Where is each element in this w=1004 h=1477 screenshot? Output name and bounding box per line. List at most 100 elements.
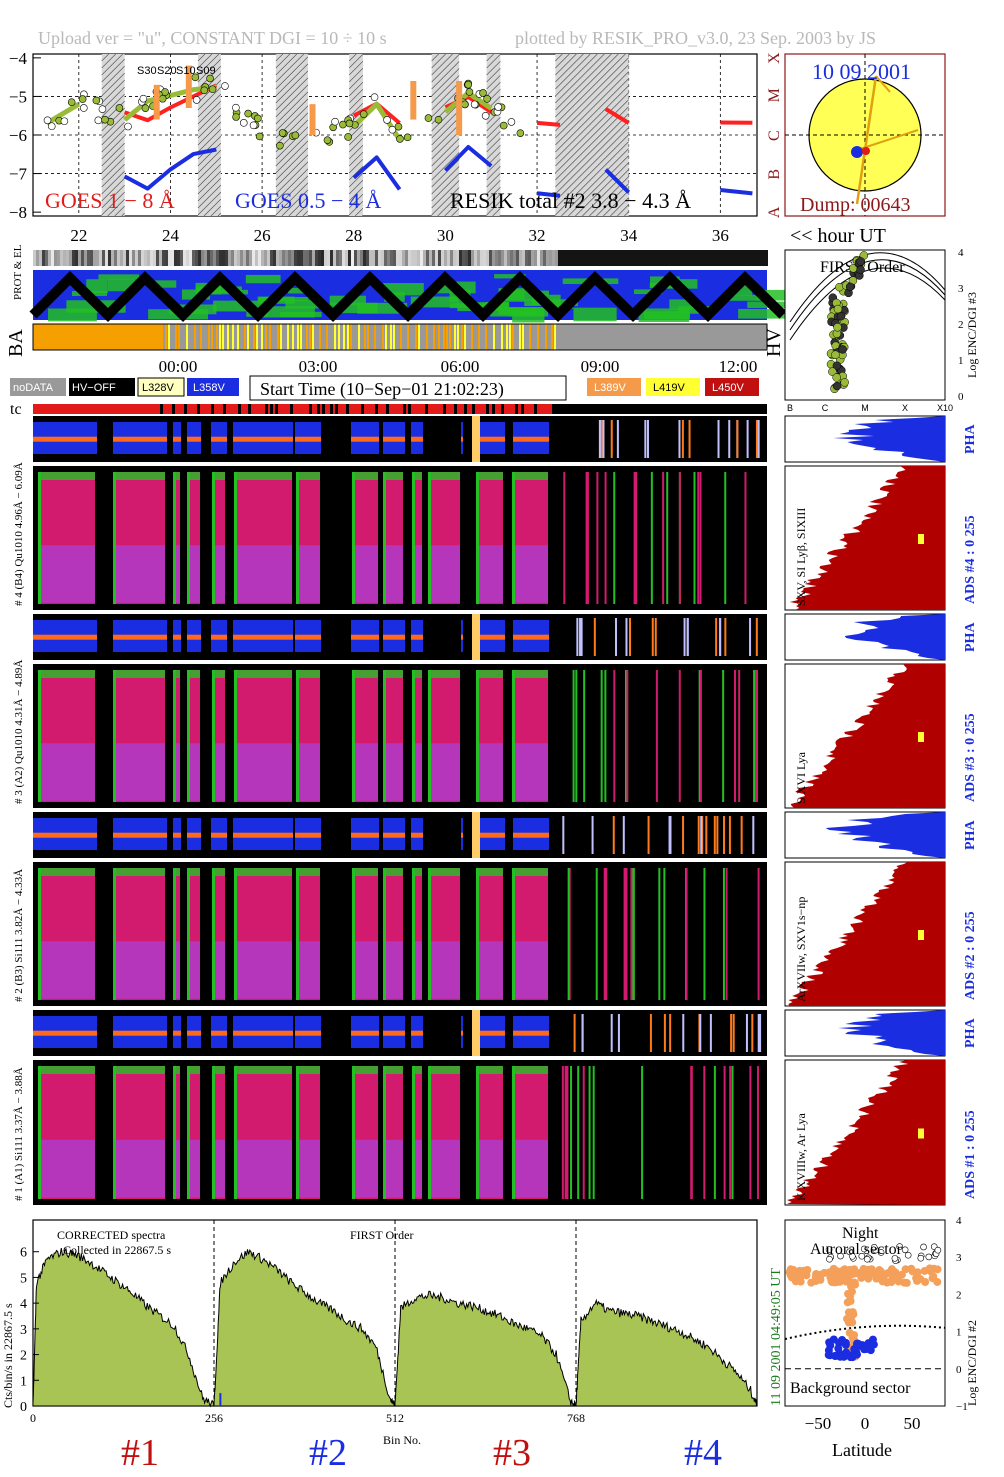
lc-point (239, 119, 248, 127)
ads-green-top (412, 1066, 422, 1074)
prot-cell (708, 250, 711, 266)
night-hatch-line (101, 191, 125, 216)
night-hatch-line (431, 145, 460, 174)
ads-block-low (113, 1139, 165, 1198)
pha-line (127, 436, 129, 442)
pha-line (73, 832, 75, 838)
pha-line (71, 832, 73, 838)
prot-cell (69, 250, 72, 266)
latitude-aurora-point (786, 1265, 795, 1274)
first-order-curve-b (789, 259, 946, 331)
lc-point (60, 117, 69, 126)
pha-line (493, 436, 495, 442)
pha-line (319, 436, 321, 442)
pha-line (43, 436, 45, 442)
lc-xtick-label: 36 (712, 226, 729, 245)
pha-line (301, 1030, 303, 1036)
prot-cell (441, 250, 444, 266)
hv-tick (178, 324, 180, 350)
night-hatch-line (348, 75, 364, 90)
ads-green-top (428, 868, 460, 876)
night-hatch-line (275, 53, 305, 83)
pha-spike (600, 420, 603, 458)
pha-line (263, 634, 265, 640)
pha-spike (580, 618, 583, 656)
prot-cell (210, 250, 213, 266)
pha-line (303, 1030, 305, 1036)
lc-point (291, 131, 300, 140)
spectrum-xtick-label: 768 (567, 1411, 585, 1425)
latitude-night-point (934, 1246, 942, 1254)
pha-line (49, 832, 51, 838)
hv-tick (280, 324, 282, 350)
pha-line (377, 1030, 379, 1036)
pha-spike (728, 420, 731, 458)
hv-tick (358, 324, 360, 350)
pha-line (71, 634, 73, 640)
lc-point (345, 119, 354, 128)
lc-point (331, 117, 339, 126)
prot-cell (393, 250, 396, 266)
pha-line (211, 832, 213, 838)
latitude-night-point (920, 1243, 927, 1251)
pha-line (59, 1030, 61, 1036)
latitude-aurora-point (802, 1271, 811, 1280)
pha-line (67, 634, 69, 640)
pha-line (235, 832, 237, 838)
pha-line (301, 634, 303, 640)
ads-spike (757, 868, 760, 1000)
pha-line (245, 832, 247, 838)
lc-point (43, 116, 52, 125)
prot-cell (471, 250, 474, 266)
pha-line (265, 832, 267, 838)
pha-line (375, 634, 377, 640)
pha-line (155, 436, 157, 442)
ads-green-top (512, 868, 548, 876)
prot-cell (162, 250, 165, 266)
latitude-night-point (825, 1246, 833, 1253)
prot-cell (351, 250, 354, 266)
pha-line (173, 436, 175, 442)
ba-noise (48, 308, 97, 322)
pha-line (135, 436, 137, 442)
pha-line (299, 436, 301, 442)
pha-line (217, 634, 219, 640)
night-hatch-line (302, 210, 309, 217)
channel-tag-2: #2 (309, 1432, 347, 1474)
pha-line (233, 634, 235, 640)
ads-block-low (212, 545, 225, 603)
pha-line (249, 1030, 251, 1036)
ads-block-low (352, 743, 378, 801)
night-hatch-line (275, 140, 309, 174)
pha-line (251, 634, 253, 640)
ads-block-low (173, 1139, 180, 1198)
lc-point (323, 136, 332, 144)
pha-line (195, 832, 197, 838)
night-hatch-line (197, 163, 222, 188)
pha-line (175, 832, 177, 838)
ads-green-edge (38, 472, 41, 604)
pha-line (143, 832, 145, 838)
pha-line (143, 436, 145, 442)
night-hatch-line (275, 77, 309, 111)
lightcurve-x-ticks: 22 24 26 28 30 32 34 36 (70, 226, 729, 245)
lc-point (278, 129, 287, 137)
pha-line (51, 436, 53, 442)
pha-line (521, 634, 523, 640)
pha-spike (683, 618, 686, 656)
night-hatch-line (114, 205, 125, 217)
ads-green-edge (212, 868, 215, 1000)
hv-tick (385, 324, 387, 350)
pha-line (351, 1030, 353, 1036)
prot-cell (90, 250, 93, 266)
pha-line (211, 436, 213, 442)
pha-line (537, 832, 539, 838)
pha-line (491, 634, 493, 640)
pha-spike (755, 420, 758, 458)
prot-cell (648, 250, 651, 266)
pha-line (239, 436, 241, 442)
hv-tick (464, 324, 466, 350)
pha-line (153, 634, 155, 640)
tc-gap (486, 404, 489, 414)
pha-spike (610, 420, 613, 458)
